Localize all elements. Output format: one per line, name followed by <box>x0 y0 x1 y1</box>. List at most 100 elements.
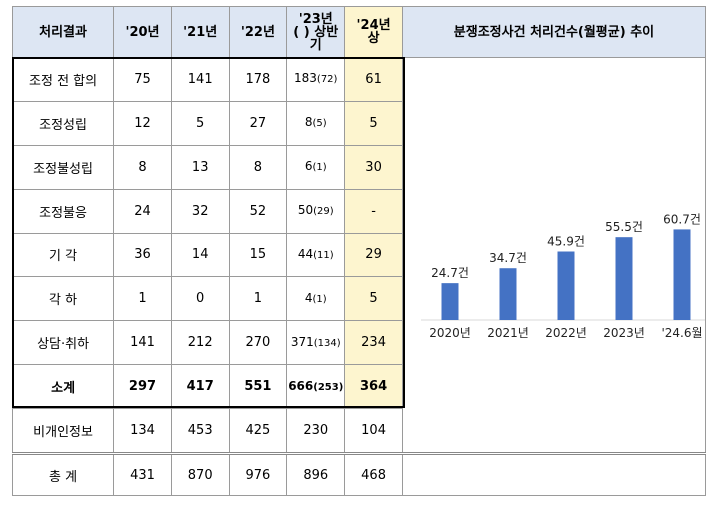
row-label: 조정성립 <box>11 100 115 146</box>
cell-2024: - <box>344 188 403 234</box>
header-2022: '22년 <box>228 6 288 58</box>
row-label: 각 하 <box>11 276 115 322</box>
row-label: 소계 <box>11 364 115 409</box>
chart-data-label: 24.7건 <box>431 266 469 280</box>
cell-2023-sub: (29) <box>313 206 334 218</box>
cell-2023-value: 50 <box>297 203 314 218</box>
cell-2023-value: 666 <box>288 378 314 393</box>
chart-tick-label: 2022년 <box>545 326 587 340</box>
cell-2021: 14 <box>170 232 230 278</box>
cell-2023-value: 4 <box>304 290 313 305</box>
row-label: 조정불성립 <box>11 144 115 190</box>
table-row: 조정불성립 8 13 8 6(1) 30 <box>11 144 706 190</box>
header-2023-line3: 기 <box>309 37 322 53</box>
header-2021: '21년 <box>170 6 230 58</box>
cell-2023: 183(72) <box>286 57 346 102</box>
table-row: 각 하 1 0 1 4(1) 5 <box>11 276 706 322</box>
header-2023-line2: ( ) 상반 <box>293 24 339 40</box>
cell-2023: 44(11) <box>286 232 346 278</box>
chart-title: 분쟁조정사건 처리건수(월평균) 추이 <box>401 6 707 58</box>
cell-2022: 976 <box>228 452 288 496</box>
cell-2023-sub: (11) <box>313 249 334 261</box>
cell-2020: 141 <box>113 320 172 366</box>
cell-2023-value: 183 <box>294 71 317 86</box>
chart-bar <box>441 283 459 320</box>
cell-2021: 141 <box>170 57 230 102</box>
cell-2021: 417 <box>170 364 230 409</box>
cell-2022: 1 <box>228 276 288 322</box>
chart-bar <box>499 268 517 320</box>
cell-2022: 52 <box>228 188 288 234</box>
cell-2022: 178 <box>228 57 288 102</box>
cell-2023-sub: (1) <box>312 293 327 305</box>
header-result: 처리결과 <box>11 6 115 58</box>
chart-tick-label: '24.6월 <box>661 326 702 340</box>
header-2023: '23년 ( ) 상반 기 <box>286 6 346 58</box>
cell-2022: 8 <box>228 144 288 190</box>
cell-2023-value: 6 <box>304 159 313 174</box>
header-2024-line1: '24년 <box>356 18 391 33</box>
cell-2024: 5 <box>344 100 403 146</box>
cell-2020: 12 <box>113 100 172 146</box>
row-label: 총 계 <box>11 452 115 496</box>
chart-footer-cell <box>401 452 707 496</box>
cell-2023: 896 <box>286 452 346 496</box>
cell-2023: 666(253) <box>286 364 346 409</box>
table-row: 기 각 36 14 15 44(11) 29 <box>11 232 706 278</box>
cell-2021: 13 <box>170 144 230 190</box>
cell-2023-sub: (5) <box>312 118 327 130</box>
cell-2022: 15 <box>228 232 288 278</box>
chart-tick-label: 2021년 <box>487 326 529 340</box>
cell-2022: 270 <box>228 320 288 366</box>
cell-2022: 425 <box>228 408 288 454</box>
cell-2024: 30 <box>344 144 403 190</box>
cell-2024: 29 <box>344 232 403 278</box>
cell-2024: 61 <box>344 57 403 102</box>
cell-2023: 6(1) <box>286 144 346 190</box>
bar-chart: 24.7건 2020년 34.7건 2021년 45.9건 2022년 55.5건 2023년… <box>420 212 705 340</box>
cell-2023-sub: (1) <box>312 162 327 174</box>
grand-total-row: 총 계 431 870 976 896 468 <box>11 452 707 496</box>
header-2023-line1: '23년 <box>298 11 333 27</box>
cell-2023: 4(1) <box>286 276 346 322</box>
cell-2022: 551 <box>228 364 288 409</box>
chart-bar <box>557 251 575 320</box>
cell-2021: 212 <box>170 320 230 366</box>
row-label: 조정 전 합의 <box>11 57 115 102</box>
row-label: 기 각 <box>11 232 115 278</box>
chart-tick-label: 2020년 <box>429 326 471 340</box>
table-header-row: 처리결과 '20년 '21년 '22년 '23년 ( ) 상반 기 '24년 상… <box>11 6 707 58</box>
cell-2023: 371(134) <box>286 320 346 366</box>
cell-2021: 5 <box>170 100 230 146</box>
table-row: 조정 전 합의 75 141 178 183(72) 61 24.7건 2020년… <box>11 57 707 454</box>
cell-2024: 364 <box>344 364 403 409</box>
cell-2021: 453 <box>170 408 230 454</box>
header-2024: '24년 상 <box>344 6 403 58</box>
chart-area: 24.7건 2020년 34.7건 2021년 45.9건 2022년 55.5건 2023년… <box>401 57 707 454</box>
cell-2023: 50(29) <box>286 188 346 234</box>
cell-2020: 297 <box>113 364 172 409</box>
row-label: 조정불응 <box>11 188 115 234</box>
dispute-result-table: 처리결과 '20년 '21년 '22년 '23년 ( ) 상반 기 '24년 상… <box>11 6 707 496</box>
cell-2023-value: 371 <box>290 334 314 349</box>
cell-2021: 32 <box>170 188 230 234</box>
chart-data-label: 45.9건 <box>547 235 585 249</box>
chart-bar <box>673 229 691 320</box>
cell-2023-value: 44 <box>297 246 314 261</box>
chart-data-label: 55.5건 <box>605 220 643 234</box>
cell-2020: 1 <box>113 276 172 322</box>
cell-2020: 75 <box>113 57 172 102</box>
cell-2020: 431 <box>113 452 172 496</box>
chart-data-label: 34.7건 <box>489 251 527 265</box>
chart-bar <box>615 237 633 320</box>
cell-2021: 870 <box>170 452 230 496</box>
header-2024-line2: 상 <box>367 31 380 46</box>
chart-data-label: 60.7건 <box>663 212 701 226</box>
cell-2023-sub: (253) <box>313 381 344 393</box>
cell-2024: 5 <box>344 276 403 322</box>
cell-2024: 468 <box>344 452 403 496</box>
cell-2023-value: 8 <box>304 115 313 130</box>
cell-2023-sub: (134) <box>313 337 341 349</box>
cell-2020: 36 <box>113 232 172 278</box>
chart-tick-label: 2023년 <box>603 326 645 340</box>
